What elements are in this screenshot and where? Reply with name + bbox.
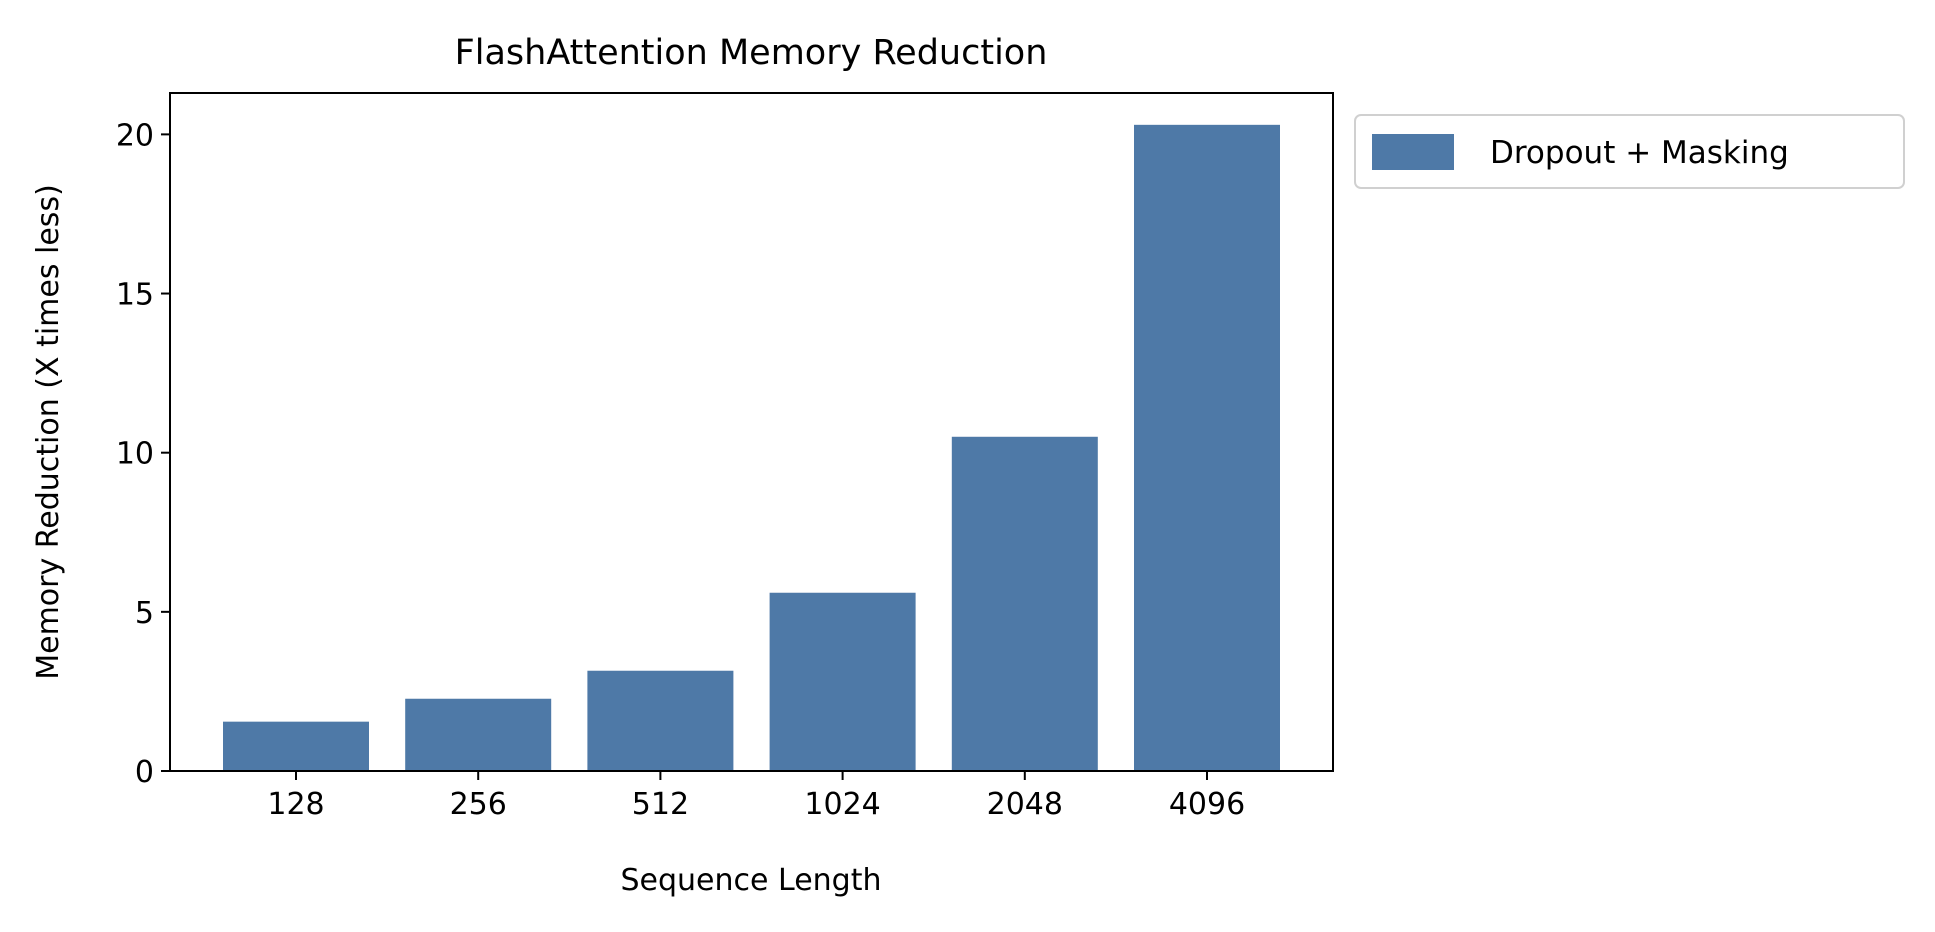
bar-512	[587, 670, 734, 771]
x-tick-label: 256	[450, 787, 507, 822]
bar-128	[223, 721, 369, 771]
y-tick-label: 5	[135, 596, 154, 631]
x-tick-label: 128	[267, 787, 324, 822]
x-tick-label: 1024	[804, 787, 880, 822]
y-tick-label: 0	[135, 755, 154, 790]
bar-4096	[1134, 124, 1280, 771]
chart-title: FlashAttention Memory Reduction	[455, 33, 1048, 73]
x-tick-label: 2048	[987, 787, 1063, 822]
legend-box	[1354, 114, 1905, 189]
y-tick-label: 15	[116, 278, 154, 313]
axes-frame	[169, 92, 1334, 772]
x-axis-label: Sequence Length	[621, 863, 882, 898]
legend-swatch	[1372, 134, 1454, 170]
y-axis-label: Memory Reduction (X times less)	[31, 184, 66, 680]
legend: Dropout + Masking	[1354, 114, 1905, 189]
legend-label: Dropout + Masking	[1490, 135, 1789, 171]
x-tick-label: 4096	[1169, 787, 1245, 822]
y-tick-label: 20	[116, 118, 154, 153]
bar-1024	[769, 592, 916, 771]
bar-2048	[951, 436, 1098, 771]
bar-256	[405, 698, 552, 771]
x-tick-label: 512	[632, 787, 689, 822]
y-tick-label: 10	[116, 437, 154, 472]
